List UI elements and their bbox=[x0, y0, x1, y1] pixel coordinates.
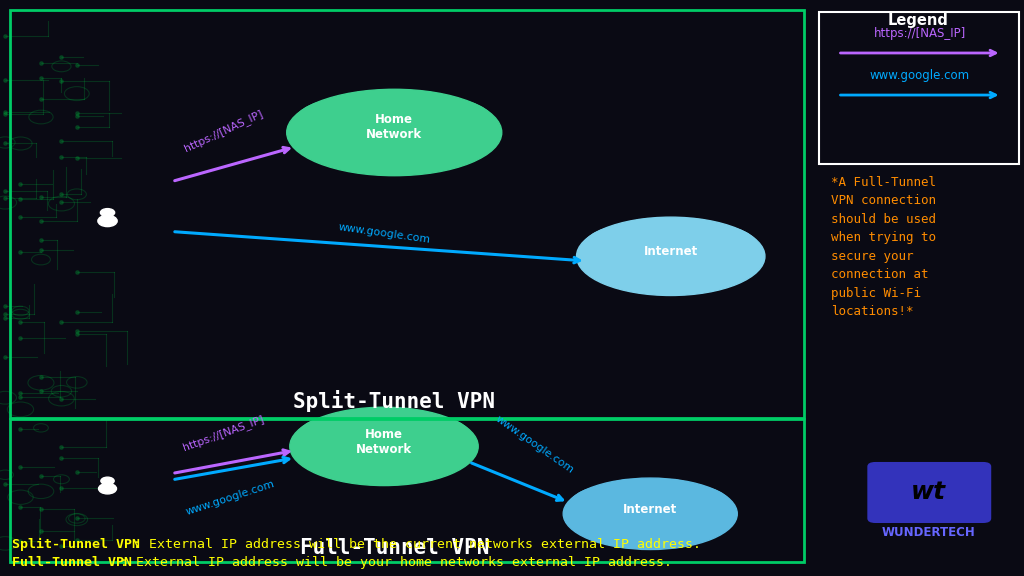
Text: www.google.com: www.google.com bbox=[184, 479, 276, 517]
Text: Home
Network: Home Network bbox=[356, 428, 412, 456]
Text: *A Full-Tunnel
VPN connection
should be used
when trying to
secure your
connecti: *A Full-Tunnel VPN connection should be … bbox=[831, 176, 937, 318]
Text: www.google.com: www.google.com bbox=[337, 222, 431, 245]
Ellipse shape bbox=[583, 225, 680, 274]
Ellipse shape bbox=[324, 91, 427, 141]
Ellipse shape bbox=[98, 215, 117, 226]
Text: Full-Tunnel VPN: Full-Tunnel VPN bbox=[12, 556, 132, 569]
Ellipse shape bbox=[613, 485, 687, 522]
Ellipse shape bbox=[296, 415, 393, 464]
Text: Legend: Legend bbox=[888, 13, 949, 28]
Ellipse shape bbox=[383, 98, 496, 151]
Ellipse shape bbox=[375, 415, 472, 464]
Text: Internet: Internet bbox=[644, 245, 697, 258]
Text: www.google.com: www.google.com bbox=[869, 69, 970, 82]
Ellipse shape bbox=[98, 483, 117, 494]
Ellipse shape bbox=[290, 407, 478, 486]
Ellipse shape bbox=[593, 479, 677, 521]
Ellipse shape bbox=[322, 409, 413, 454]
Ellipse shape bbox=[287, 89, 502, 176]
Ellipse shape bbox=[349, 98, 439, 143]
FancyBboxPatch shape bbox=[867, 462, 991, 523]
Ellipse shape bbox=[642, 219, 733, 264]
Ellipse shape bbox=[577, 217, 765, 295]
Text: wt: wt bbox=[911, 480, 946, 505]
Text: https://[NAS_IP]: https://[NAS_IP] bbox=[181, 414, 265, 453]
Text: Home
Network: Home Network bbox=[367, 113, 422, 141]
Ellipse shape bbox=[641, 485, 732, 529]
Ellipse shape bbox=[362, 91, 465, 141]
Ellipse shape bbox=[608, 219, 699, 264]
Text: Split-Tunnel VPN: Split-Tunnel VPN bbox=[293, 390, 496, 412]
Text: Split-Tunnel VPN: Split-Tunnel VPN bbox=[12, 539, 140, 551]
Ellipse shape bbox=[624, 479, 708, 521]
Ellipse shape bbox=[662, 225, 759, 274]
Text: : External IP address will be the current networks external IP address.: : External IP address will be the curren… bbox=[133, 539, 701, 551]
Text: WUNDERTECH: WUNDERTECH bbox=[882, 526, 976, 539]
Text: : External IP address will be your home networks external IP address.: : External IP address will be your home … bbox=[120, 556, 672, 569]
Circle shape bbox=[101, 477, 114, 484]
Ellipse shape bbox=[355, 409, 446, 454]
Ellipse shape bbox=[631, 225, 711, 266]
Text: www.google.com: www.google.com bbox=[494, 414, 575, 475]
Circle shape bbox=[100, 209, 115, 217]
Ellipse shape bbox=[563, 478, 737, 550]
Text: Full-Tunnel VPN: Full-Tunnel VPN bbox=[300, 537, 488, 558]
Ellipse shape bbox=[344, 415, 424, 456]
Text: Internet: Internet bbox=[624, 503, 677, 516]
Ellipse shape bbox=[568, 485, 659, 529]
Text: https://[NAS_IP]: https://[NAS_IP] bbox=[873, 27, 966, 40]
Ellipse shape bbox=[293, 98, 406, 151]
Text: https://[NAS_IP]: https://[NAS_IP] bbox=[182, 108, 264, 154]
